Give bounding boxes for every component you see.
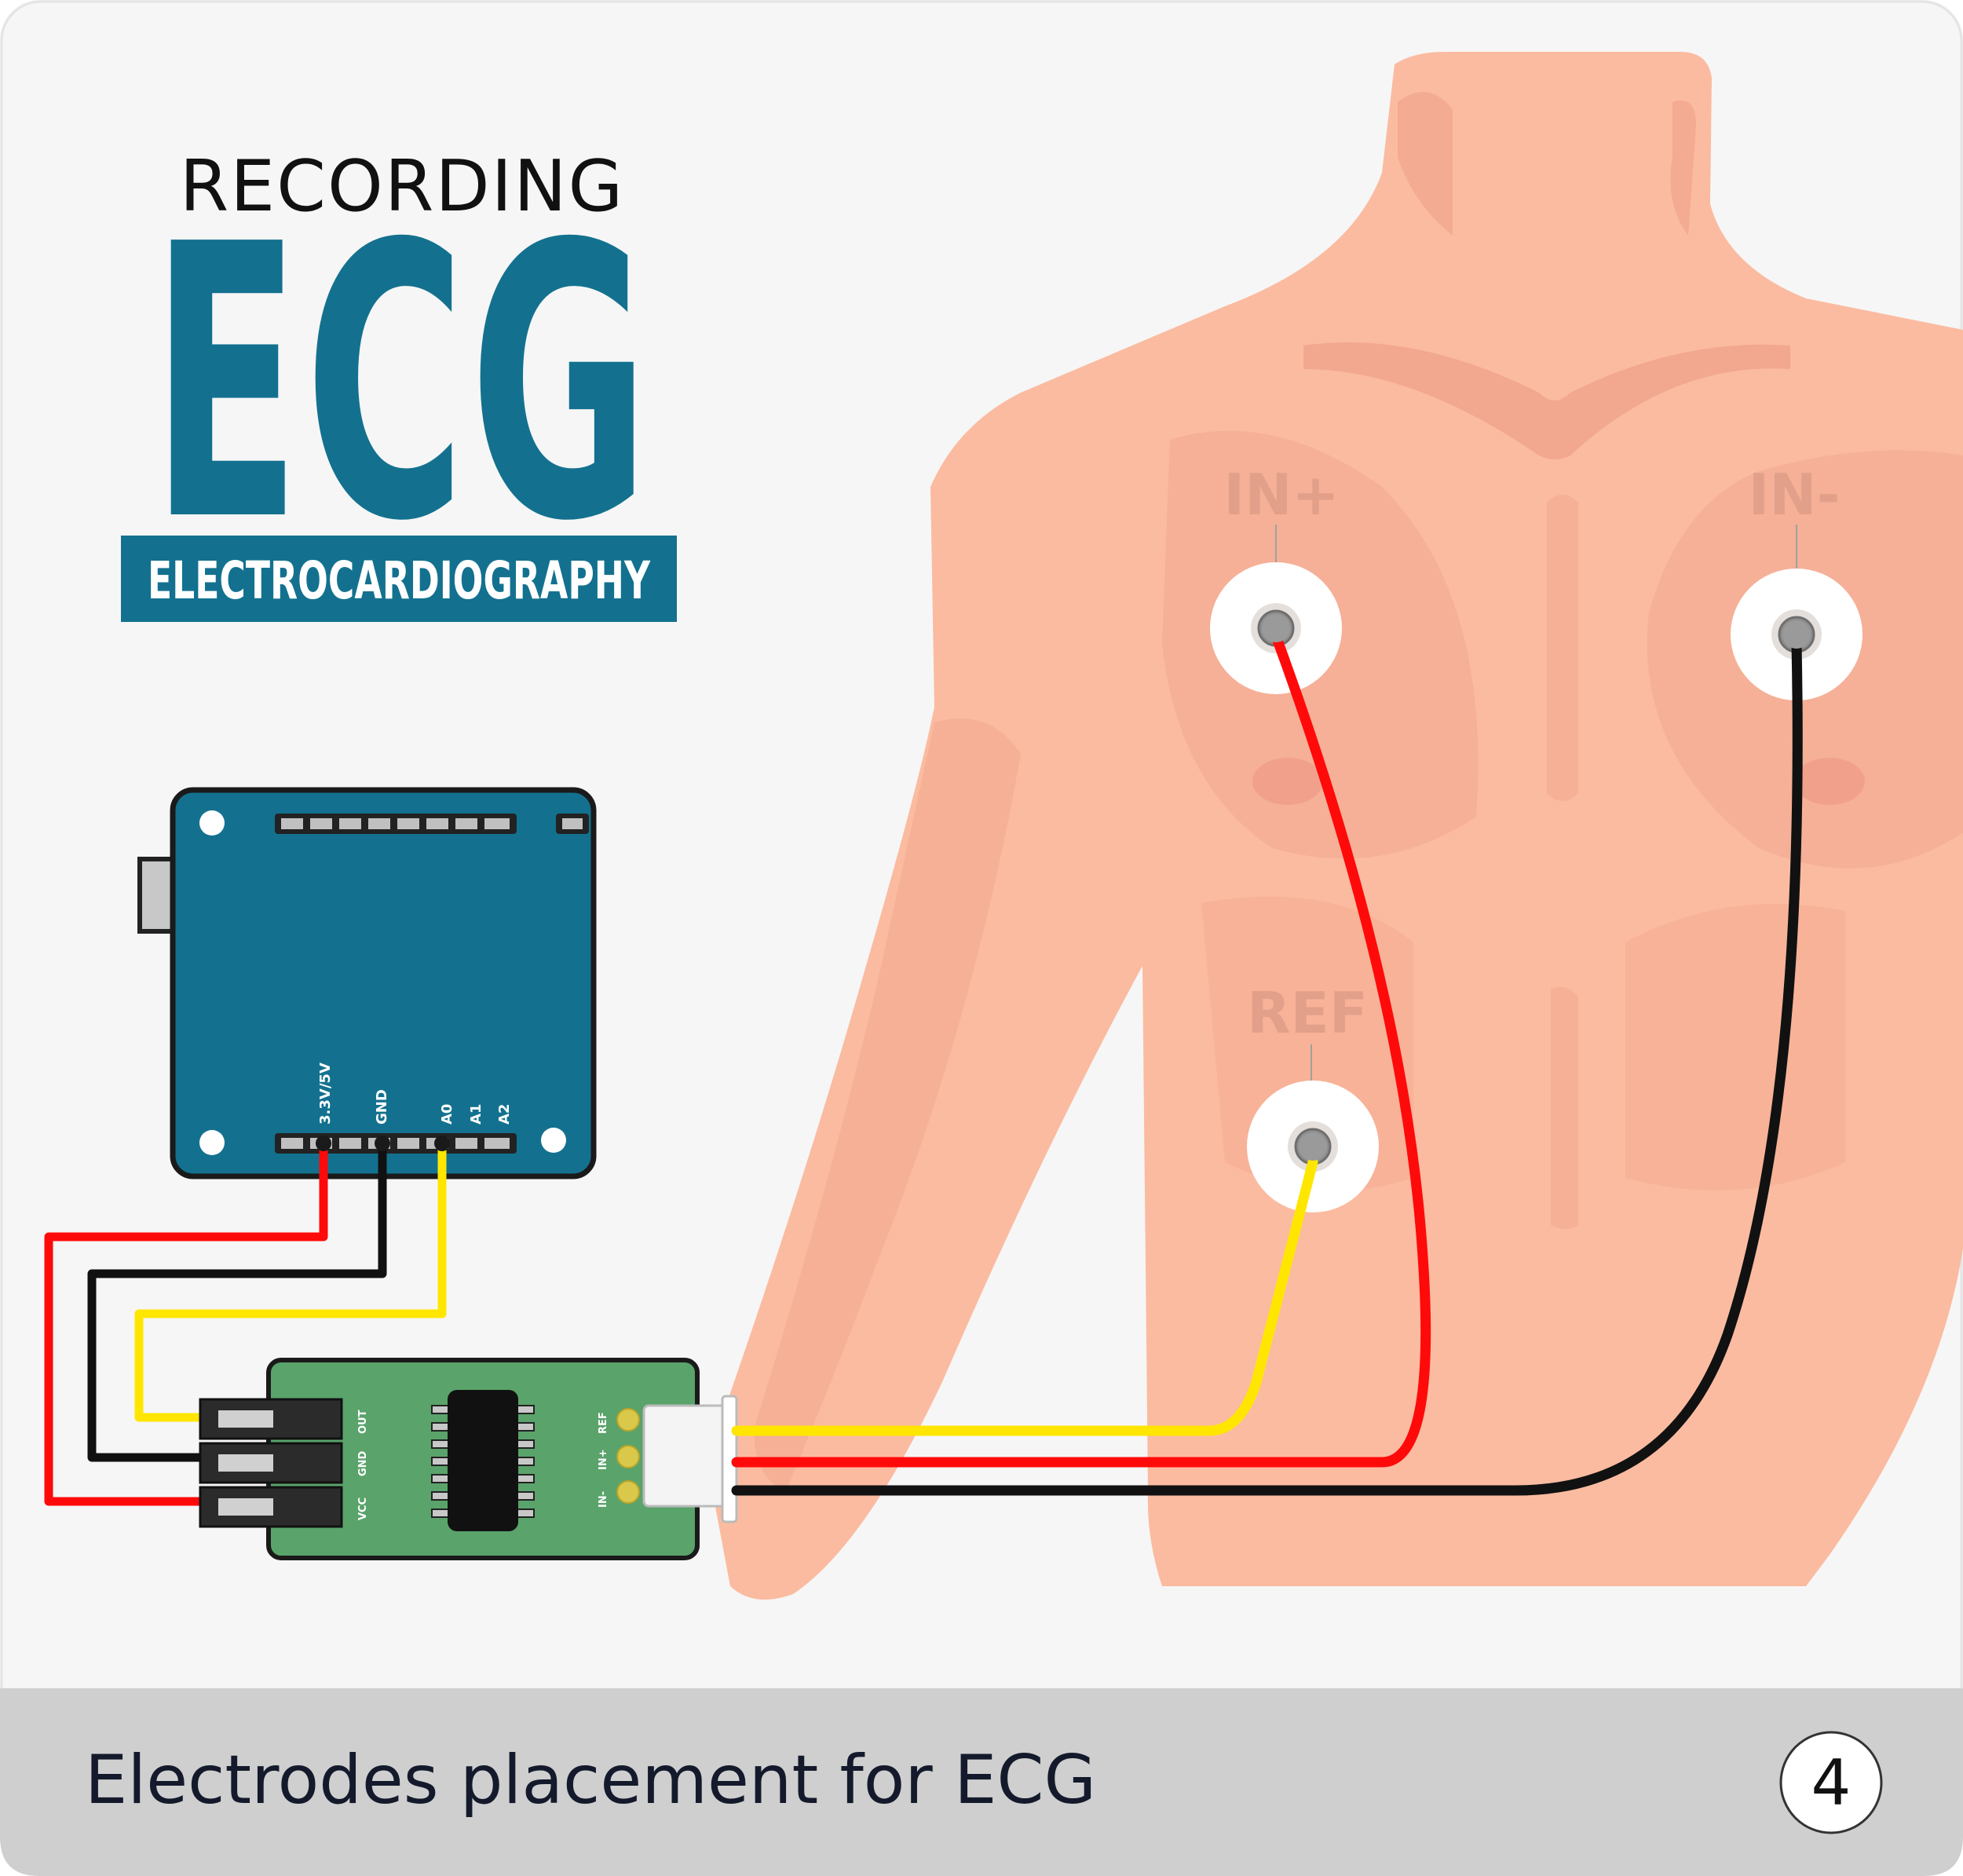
- wire-out-yellow: [134, 1143, 447, 1422]
- arduino-wires: [44, 1143, 447, 1506]
- mount-hole-bottom-left: [199, 1130, 225, 1155]
- electrode-label-in-plus: IN+: [1223, 462, 1339, 528]
- sensor-pin-out: OUT: [357, 1410, 369, 1434]
- footer-caption: Electrodes placement for ECG: [85, 1741, 1096, 1819]
- sensor-pin-in-minus: IN-: [598, 1491, 609, 1508]
- sensor-pin-in-plus: IN+: [598, 1449, 609, 1470]
- pin-label-a0: A0: [439, 1104, 455, 1125]
- pin-label-power: 3.3V/5V: [317, 1062, 334, 1125]
- sternum-line: [1547, 495, 1578, 801]
- footer-background: [0, 1688, 1963, 1876]
- footer-bar: Electrodes placement for ECG 4: [0, 1688, 1963, 1876]
- pin-label-gnd: GND: [374, 1089, 390, 1125]
- sensor-pin-ref: REF: [598, 1412, 609, 1434]
- mount-hole-bottom-right: [541, 1128, 566, 1153]
- neck-shadow-right: [1670, 101, 1696, 236]
- wire-ref-yellow: [731, 1157, 1318, 1436]
- mount-hole-top-left: [199, 810, 225, 836]
- title-block: RECORDING ECG ELECTROCARDIOGRAPHY: [121, 145, 677, 622]
- ic-chip: [448, 1390, 518, 1531]
- wire-gnd-black: [87, 1143, 387, 1462]
- connector-pads: [616, 1408, 640, 1504]
- arduino-board: 3.3V/5V GND A0 A1 A2: [137, 787, 597, 1179]
- wire-in-minus-black: [731, 638, 1803, 1496]
- step-number: 4: [1811, 1746, 1852, 1819]
- sensor-pin-gnd: GND: [357, 1450, 369, 1476]
- jst-connector: [642, 1404, 732, 1508]
- ecg-sensor-board: OUT GND VCC REF IN+ IN-: [199, 1358, 738, 1560]
- electrode-snap-tops: [1262, 614, 1811, 1161]
- pin-label-a1: A1: [468, 1104, 484, 1125]
- pin-label-a2: A2: [496, 1104, 513, 1125]
- arm-shade: [754, 719, 1021, 1492]
- step-badge: [1779, 1731, 1883, 1834]
- title-electrocardiography: ELECTROCARDIOGRAPHY: [148, 550, 651, 611]
- title-recording: RECORDING: [180, 145, 625, 228]
- abs-center: [1551, 986, 1578, 1229]
- abs-right: [1625, 904, 1845, 1190]
- top-header-small-pin: [562, 818, 583, 829]
- nipple-left: [1252, 758, 1323, 805]
- collarbones: [1303, 342, 1790, 459]
- electrode-label-in-minus: IN-: [1749, 462, 1841, 528]
- subtitle-banner: [121, 536, 677, 622]
- sensor-pin-vcc: VCC: [357, 1498, 369, 1520]
- electrode-wires: [731, 631, 1803, 1496]
- nipple-right: [1794, 758, 1865, 805]
- jumper-connectors: [199, 1398, 343, 1528]
- title-ecg: ECG: [151, 165, 653, 604]
- arduino-pin-dots: [316, 1135, 450, 1151]
- wire-in-plus-red: [731, 631, 1431, 1468]
- neck-shadow: [1398, 92, 1453, 236]
- wire-vcc-red: [44, 1143, 328, 1506]
- top-header-pins: [281, 818, 510, 829]
- electrode-label-ref: REF: [1247, 980, 1368, 1046]
